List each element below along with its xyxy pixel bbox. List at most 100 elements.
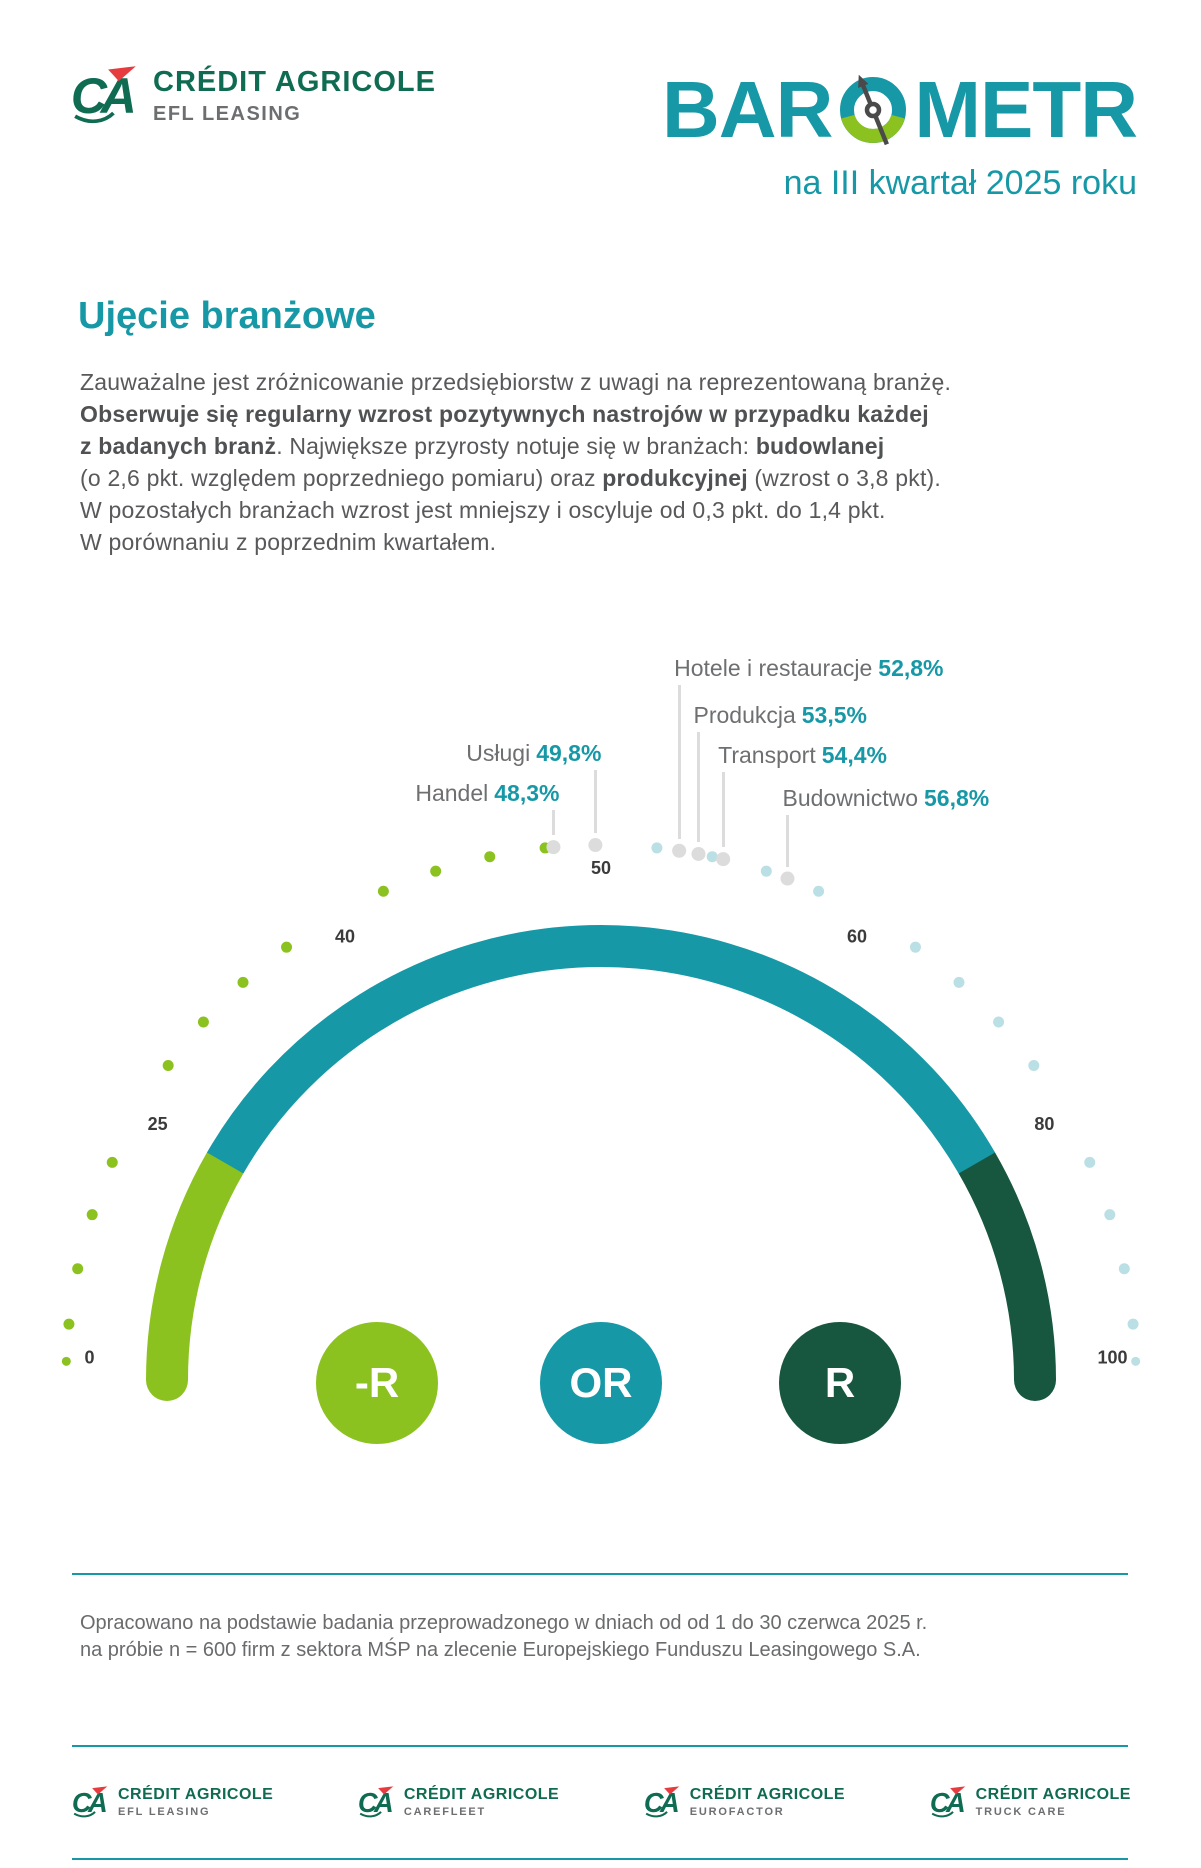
gauge-ring-dot xyxy=(63,1318,75,1330)
ca-monogram-icon: CA xyxy=(73,66,139,124)
callout-leader-line xyxy=(785,815,789,867)
gauge-ring-dot xyxy=(909,941,921,953)
gauge-ring-dot xyxy=(1131,1356,1141,1366)
divider-bottom xyxy=(72,1858,1128,1860)
brand-name: CRÉDIT AGRICOLE xyxy=(118,1786,274,1803)
industry-callout: Budownictwo 56,8% xyxy=(782,785,989,812)
paragraph-line: Obserwuje się regularny wzrost pozytywny… xyxy=(80,401,929,427)
industry-callout: Handel 48,3% xyxy=(415,780,559,807)
industry-value: 52,8% xyxy=(878,655,944,681)
group-brand-logo: CA CRÉDIT AGRICOLE EFL LEASING xyxy=(73,1786,273,1818)
gauge-arc-segment xyxy=(955,1142,1056,1401)
intro-paragraph: Zauważalne jest zróżnicowanie przedsiębi… xyxy=(80,366,951,558)
svg-text:CA: CA xyxy=(73,68,134,124)
group-brand-logo: CA CRÉDIT AGRICOLE CAREFLEET xyxy=(359,1786,559,1818)
brand-subtitle: EFL LEASING xyxy=(118,1806,211,1818)
gauge-ring-dot xyxy=(86,1209,98,1221)
gauge-ring-dot xyxy=(539,842,551,854)
industry-name: Hotele i restauracje xyxy=(674,655,873,681)
brand-name: CRÉDIT AGRICOLE xyxy=(403,1786,560,1803)
callout-leader-line xyxy=(696,732,700,842)
industry-value: 48,3% xyxy=(494,780,560,806)
industry-value: 56,8% xyxy=(924,785,990,811)
ca-monogram-icon: CA xyxy=(931,1786,967,1818)
paragraph-line: z badanych branż. Największe przyrosty n… xyxy=(80,433,885,459)
section-heading: Ujęcie branżowe xyxy=(78,295,376,337)
gauge-tick-label: 0 xyxy=(84,1348,94,1368)
gauge-ring-dot xyxy=(162,1060,174,1072)
gauge-tick-label: 25 xyxy=(148,1114,168,1134)
gauge-tick-label: 80 xyxy=(1034,1114,1054,1134)
paragraph-line: Zauważalne jest zróżnicowanie przedsiębi… xyxy=(80,369,952,395)
legend-circle-r: R xyxy=(779,1322,901,1444)
gauge-ring-dot xyxy=(281,941,293,953)
gauge-ring-dot xyxy=(197,1016,209,1028)
brand-name: CRÉDIT AGRICOLE xyxy=(153,66,436,98)
industry-value: 49,8% xyxy=(536,740,602,766)
callout-leader-line xyxy=(677,685,681,839)
industry-dot xyxy=(672,843,687,858)
industry-name: Produkcja xyxy=(693,702,796,728)
svg-text:CA: CA xyxy=(931,1787,964,1818)
callout-leader-line xyxy=(721,772,725,848)
brand-subtitle: CAREFLEET xyxy=(403,1806,487,1818)
gauge-ring-dot xyxy=(377,885,389,897)
industry-callout: Usługi 49,8% xyxy=(466,740,601,767)
legend-circle-or: OR xyxy=(540,1322,662,1444)
methodology-note-line: Opracowano na podstawie badania przeprow… xyxy=(80,1612,928,1634)
industry-value: 54,4% xyxy=(821,742,887,768)
barometr-title: BAR METR xyxy=(662,70,1138,150)
group-brands-row: CA CRÉDIT AGRICOLE EFL LEASING CA CRÉDIT AGR… xyxy=(73,1786,1131,1818)
gauge-ring-dot xyxy=(651,842,663,854)
gauge-ring-dot xyxy=(1127,1318,1139,1330)
gauge-tick-label: 60 xyxy=(847,927,867,947)
brand-subtitle: EUROFACTOR xyxy=(689,1806,785,1818)
group-brand-logo: CA CRÉDIT AGRICOLE EUROFACTOR xyxy=(645,1786,845,1818)
industry-name: Handel xyxy=(415,780,489,806)
ca-monogram-icon: CA xyxy=(645,1786,681,1818)
callout-leader-line xyxy=(593,770,597,834)
svg-text:CA: CA xyxy=(73,1787,106,1818)
svg-text:CA: CA xyxy=(359,1787,392,1818)
paragraph-line: W pozostałych branżach wzrost jest mniej… xyxy=(80,497,886,523)
gauge-ring-dot xyxy=(1084,1156,1096,1168)
brand-text: CRÉDIT AGRICOLE EFL LEASING xyxy=(153,66,436,126)
industry-dot xyxy=(546,840,561,855)
gauge-ring-dot xyxy=(813,885,825,897)
divider-middle xyxy=(72,1745,1128,1747)
ca-monogram-icon: CA xyxy=(359,1786,395,1818)
divider-top xyxy=(72,1573,1128,1575)
gauge-ring-dot xyxy=(706,851,718,863)
industry-dot xyxy=(716,852,731,867)
gauge-ring-dot xyxy=(1104,1209,1116,1221)
brand-subtitle: TRUCK CARE xyxy=(975,1806,1067,1818)
industry-dot xyxy=(691,846,706,861)
gauge-ring-dot xyxy=(106,1156,118,1168)
gauge-ring-dot xyxy=(484,851,496,863)
methodology-note: Opracowano na podstawie badania przeprow… xyxy=(80,1610,927,1664)
paragraph-line: W porównaniu z poprzednim kwartałem. xyxy=(80,529,497,555)
industry-dot xyxy=(588,838,603,853)
gauge-tick-label: 100 xyxy=(1097,1348,1127,1368)
industry-name: Transport xyxy=(718,742,816,768)
gauge-arc-segment xyxy=(146,1142,247,1401)
gauge-tick-label: 40 xyxy=(335,927,355,947)
group-brand-logo: CA CRÉDIT AGRICOLE TRUCK CARE xyxy=(931,1786,1131,1818)
methodology-note-line: na próbie n = 600 firm z sektora MŚP na … xyxy=(80,1639,921,1661)
industry-value: 53,5% xyxy=(801,702,867,728)
paragraph-line: (o 2,6 pkt. względem poprzedniego pomiar… xyxy=(80,465,941,491)
industry-name: Budownictwo xyxy=(782,785,919,811)
brand-subtitle: EFL LEASING xyxy=(153,103,302,125)
gauge-ring-dot xyxy=(1118,1263,1130,1275)
gauge-ring-dot xyxy=(760,865,772,877)
gauge-ring-dot xyxy=(237,976,249,988)
industry-callout: Hotele i restauracje 52,8% xyxy=(674,655,943,682)
industry-dot xyxy=(780,871,795,886)
gauge-ring-dot xyxy=(1028,1060,1040,1072)
gauge-ring-dot xyxy=(430,865,442,877)
gauge-o-icon xyxy=(840,74,907,146)
report-period: na III kwartał 2025 roku xyxy=(783,164,1137,202)
title-block: BAR METR na III kwartał 2025 roku xyxy=(662,70,1138,203)
